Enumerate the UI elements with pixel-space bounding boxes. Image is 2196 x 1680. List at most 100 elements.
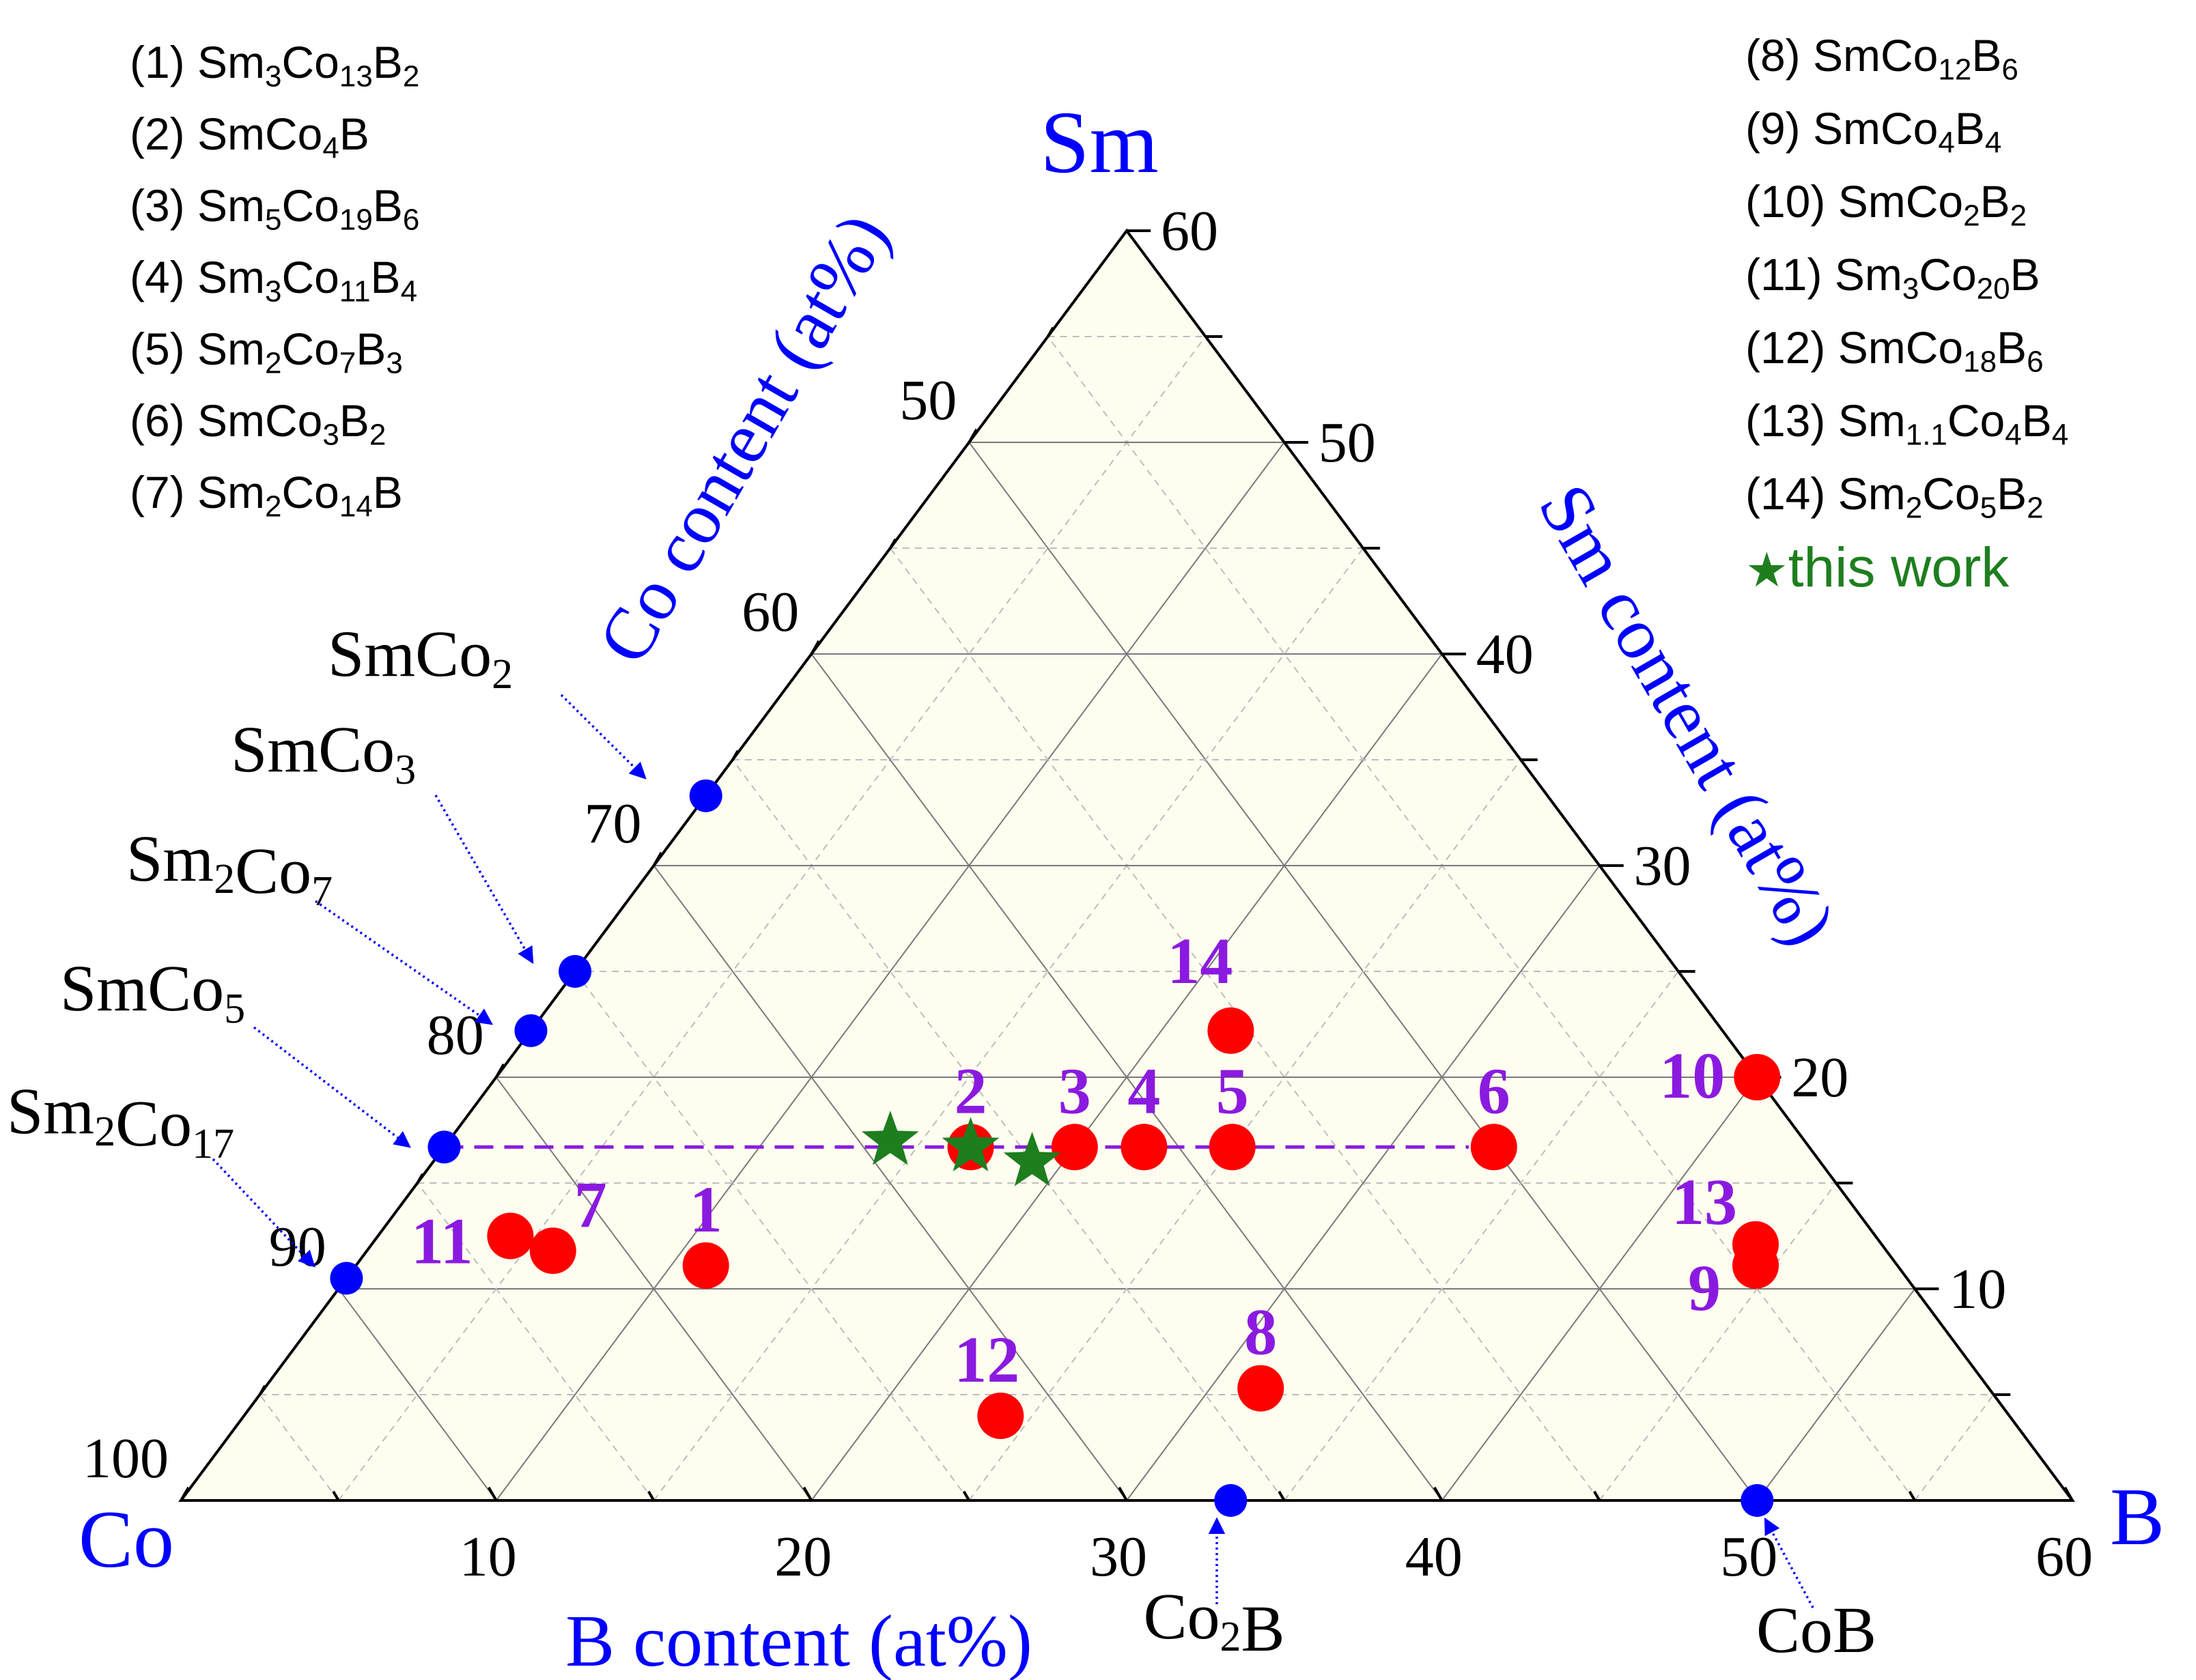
left-tick [968,428,978,443]
known-phase-number-label: 10 [1659,1039,1725,1112]
known-phase-number-label: 4 [1127,1054,1160,1127]
left-tick [180,1486,190,1501]
bottom-tick [2064,1486,2074,1501]
known-phase-point [529,1227,576,1275]
right-tick-label: 50 [1319,411,1376,474]
bottom-tick [962,1490,970,1502]
bottom-tick [1118,1486,1128,1501]
known-phase-number-label: 8 [1244,1296,1277,1369]
minor-gridline [653,547,1364,1501]
right-tick-label: 10 [1949,1257,2006,1321]
known-phase-number-label: 12 [954,1323,1019,1396]
binary-phase-label: SmCo2 [328,617,513,698]
binary-phase-point [1741,1484,1774,1517]
legend-entry: (9) SmCo4B4 [1745,103,2002,160]
binary-phase-point [689,779,722,812]
known-phase-point [1207,1007,1254,1054]
legend-entry: (6) SmCo3B2 [130,395,386,452]
known-phase-number-label: 6 [1478,1054,1510,1127]
bottom-tick [332,1490,340,1502]
legend-entry: (12) SmCo18B6 [1745,322,2044,379]
major-gridline [653,865,1127,1501]
legend-entry: (7) Sm2Co14B [130,467,403,524]
known-phase-point [1732,1221,1779,1268]
bottom-tick [1433,1486,1444,1501]
bottom-tick-label: 30 [1090,1525,1147,1589]
this-work-star [861,1111,919,1165]
minor-gridline [1047,336,1916,1501]
left-tick-label: 50 [899,369,957,432]
left-tick [258,1384,266,1396]
minor-gridline [337,336,1207,1501]
legend-entry: (3) Sm5Co19B6 [130,180,420,237]
left-tick [416,1173,424,1184]
known-phase-number-label: 14 [1167,924,1233,997]
binary-arrow [560,694,647,780]
bottom-tick [647,1490,656,1502]
right-tick-label: 20 [1791,1046,1848,1109]
known-phase-number-label: 13 [1672,1165,1737,1238]
left-tick-label: 70 [585,792,642,855]
known-phase-number-label: 2 [955,1054,987,1127]
this-work-star [1003,1132,1061,1186]
bottom-axis-title: B content (at%) [565,1601,1032,1680]
known-phase-number-label: 9 [1688,1251,1721,1324]
left-tick [889,538,897,550]
known-phase-point [977,1393,1024,1439]
minor-gridline [417,1182,655,1501]
minor-gridline [968,759,1521,1501]
vertex-label-sm: Sm [1040,94,1158,192]
known-phase-point [1734,1054,1781,1100]
bottom-tick [802,1486,813,1501]
left-tick [731,750,740,761]
minor-gridline [1914,1394,1995,1501]
known-phase-number-label: 11 [411,1205,473,1278]
binary-phase-label: SmCo3 [231,713,416,793]
known-phase-number-label: 1 [690,1173,722,1246]
binary-phase-point [1214,1484,1248,1517]
binary-arrow [253,1026,411,1148]
bottom-tick [1908,1490,1916,1502]
major-gridline [495,442,1285,1501]
known-phase-point [1051,1124,1098,1171]
star-icon: ★ [1745,543,1788,597]
known-phase-point [1470,1124,1517,1171]
bottom-tick [1278,1490,1286,1502]
bottom-tick-label: 20 [774,1525,832,1589]
left-tick-label: 80 [427,1003,484,1067]
right-tick-label: 30 [1634,834,1691,898]
major-gridline [337,1288,497,1501]
this-work-star [942,1117,1000,1171]
left-tick [810,640,821,655]
minor-gridline [1599,1182,1837,1501]
bottom-tick [487,1486,498,1501]
known-phase-number-label: 3 [1058,1054,1091,1127]
legend-entry: (11) Sm3Co20B [1745,249,2040,306]
major-gridline [1756,1288,1916,1501]
legend-entry: (1) Sm3Co13B2 [130,37,420,94]
right-tick-label: 40 [1476,623,1534,686]
legend-entry: (8) SmCo12B6 [1745,30,2018,87]
known-phase-number-label: 7 [574,1168,607,1241]
binary-phase-label: SmCo5 [60,952,245,1032]
legend-entry: (2) SmCo4B [130,109,369,165]
bottom-tick-label: 50 [1720,1525,1777,1589]
minor-gridline [259,1394,339,1501]
this-work-label: this work [1788,537,2010,599]
left-tick-label: 60 [742,580,799,644]
right-tick-label: 60 [1161,199,1218,263]
bottom-tick-label: 60 [2036,1525,2093,1589]
legend-entry: (5) Sm2Co7B3 [130,324,403,380]
binary-phase-point [514,1014,548,1047]
vertex-label-co: Co [79,1494,174,1584]
legend-entry: (13) Sm1.1Co4B4 [1745,395,2069,452]
binary-phase-point [559,955,592,988]
known-phase-point [1237,1365,1284,1412]
left-tick-label: 90 [269,1215,326,1279]
legend-this-work: ★this work [1745,540,2009,596]
left-tick [494,1063,505,1078]
vertex-label-b: B [2110,1471,2165,1562]
binary-phase-label: CoB [1756,1593,1876,1666]
binary-arrow [434,795,534,965]
